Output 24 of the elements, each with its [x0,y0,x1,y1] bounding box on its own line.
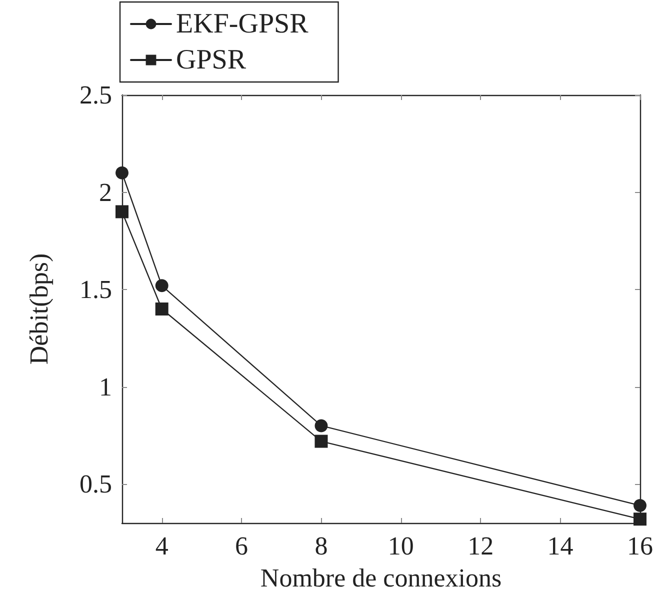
point [155,302,168,316]
y-tick-label: 0.5 [80,470,112,499]
x-tick-label: 16 [627,532,653,560]
x-tick-label: 6 [235,532,248,560]
y-tick-label: 2.5 [80,80,112,110]
x-tick-label: 8 [314,532,328,560]
y-axis-title: Débit(bps) [24,253,54,365]
point [634,498,646,512]
legend-label: EKF-GPSR [176,8,309,40]
x-tick-label: 14 [547,532,574,560]
point [116,205,128,218]
x-axis-title: Nombre de connexions [260,564,502,592]
point [314,419,328,432]
point [634,512,646,526]
x-tick-label: 10 [388,532,414,560]
y-tick-label: 1 [99,372,112,402]
y-tick-label: 2 [99,178,112,207]
x-tick-label: 12 [468,532,494,560]
point [116,166,128,180]
point [314,434,328,448]
legend-label: GPSR [176,44,246,76]
x-tick-label: 4 [155,532,168,560]
y-tick-label: 1.5 [80,275,112,304]
point [155,279,168,292]
